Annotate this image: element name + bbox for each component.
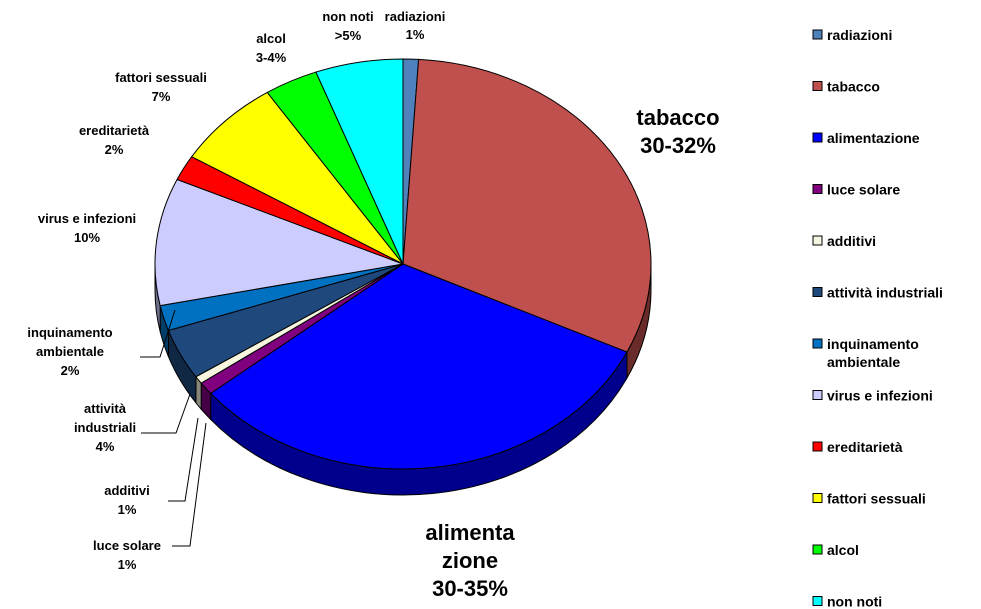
legend-swatch (812, 287, 823, 297)
legend-swatch (812, 544, 823, 555)
legend-label: tabacco (827, 79, 880, 95)
legend-label: radiazioni (827, 27, 892, 43)
data-label-additivi: additivi 1% (104, 483, 150, 517)
legend-swatch (812, 184, 823, 194)
legend-item-alcol: alcol (812, 542, 859, 558)
legend-label: alimentazione (827, 130, 920, 146)
legend-label: ereditarietà (827, 439, 903, 455)
legend-swatch (812, 338, 823, 349)
legend-swatch (812, 132, 823, 143)
data-label-tabacco: tabacco 30-32% (636, 105, 719, 158)
slice-tabacco (402, 58, 652, 353)
slice-non-noti (315, 58, 404, 265)
legend-swatch (812, 81, 823, 91)
legend-swatch (812, 493, 823, 503)
pie-tops (154, 58, 652, 470)
legend-swatch (812, 441, 823, 452)
legend-item-additivi: additivi (812, 233, 876, 249)
legend-item-attivita-industriali: attività industriali (812, 285, 943, 301)
legend-item-luce-solare: luce solare (812, 182, 900, 198)
data-label-inquinamento-ambientale: inquinamento ambientale 2% (27, 325, 112, 378)
data-label-non-noti: non noti >5% (322, 9, 373, 43)
legend-label: virus e infezioni (827, 388, 933, 404)
legend-item-inquinamento-ambientale: inquinamento ambientale (812, 336, 919, 370)
legend-swatch (812, 29, 823, 40)
legend-item-radiazioni: radiazioni (812, 27, 892, 43)
data-label-virus-e-infezioni: virus e infezioni 10% (38, 211, 136, 245)
slice-virus-e-infezioni (154, 178, 405, 307)
leader-line-additivi (168, 417, 199, 502)
data-label-luce-solare: luce solare 1% (93, 538, 161, 572)
data-label-attivita-industriali: attività industriali 4% (74, 401, 136, 454)
legend: radiazioni tabacco alimentazione luce solar… (812, 27, 943, 609)
legend-item-ereditarieta: ereditarietà (812, 439, 903, 455)
legend-swatch (812, 390, 823, 400)
data-label-fattori-sessuali: fattori sessuali 7% (115, 70, 207, 104)
data-labels: radiazioni 1% tabacco 30-32% alimenta zione 30… (27, 9, 719, 601)
legend-swatch (812, 596, 823, 606)
legend-item-alimentazione: alimentazione (812, 130, 920, 146)
leader-lines (140, 309, 207, 547)
legend-label: attività industriali (827, 285, 943, 301)
legend-label: fattori sessuali (827, 491, 926, 507)
legend-label: non noti (827, 594, 882, 609)
legend-item-tabacco: tabacco (812, 79, 880, 95)
legend-label: inquinamento ambientale (827, 336, 919, 370)
data-label-ereditarieta: ereditarietà 2% (79, 123, 150, 157)
legend-item-fattori-sessuali: fattori sessuali (812, 491, 926, 507)
legend-label: additivi (827, 233, 876, 249)
leader-line-inquinamento-ambientale (140, 309, 176, 358)
legend-item-non-noti: non noti (812, 594, 882, 609)
legend-swatch (812, 235, 823, 246)
legend-label: luce solare (827, 182, 900, 198)
slice-fattori-sessuali (190, 91, 404, 265)
slice-alimentazione (209, 263, 628, 470)
leader-line-luce-solare (172, 422, 207, 547)
data-label-radiazioni: radiazioni 1% (385, 9, 446, 42)
data-label-alcol: alcol 3-4% (256, 31, 287, 65)
leader-line-attivita-industriali (141, 393, 191, 434)
legend-label: alcol (827, 542, 859, 558)
data-label-alimentazione: alimenta zione 30-35% (425, 520, 515, 601)
legend-item-virus-e-infezioni: virus e infezioni (812, 388, 933, 404)
